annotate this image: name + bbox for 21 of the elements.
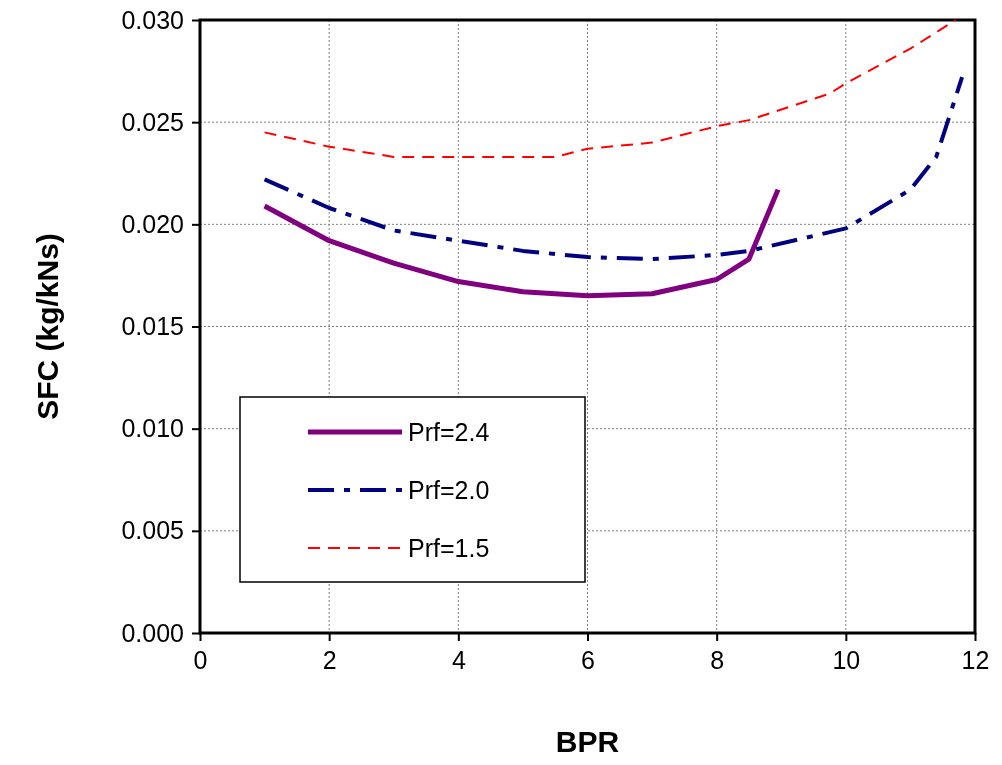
y-axis-title: SFC (kg/kNs)	[31, 233, 64, 420]
x-tick-label: 2	[322, 645, 337, 674]
x-tick-label: 10	[832, 645, 861, 674]
legend-label: Prf=2.4	[408, 418, 490, 446]
legend-label: Prf=2.0	[408, 476, 490, 504]
y-tick-label: 0.010	[121, 414, 184, 443]
legend-label: Prf=1.5	[408, 534, 490, 562]
y-tick-label: 0.030	[121, 5, 184, 34]
x-tick-label: 6	[581, 645, 595, 674]
line-series	[262, 75, 965, 262]
line-series	[263, 19, 957, 158]
y-tick-label: 0.015	[121, 312, 184, 340]
y-tick-label: 0.000	[121, 618, 184, 647]
x-tick-label: 12	[961, 645, 990, 674]
y-tick-label: 0.005	[121, 516, 184, 545]
x-axis-title: BPR	[555, 725, 620, 758]
x-tick-label: 0	[193, 645, 208, 674]
x-tick-label: 4	[451, 645, 466, 674]
y-tick-label: 0.025	[121, 107, 184, 136]
x-tick-label: 8	[710, 645, 725, 674]
y-tick-label: 0.020	[121, 209, 184, 238]
